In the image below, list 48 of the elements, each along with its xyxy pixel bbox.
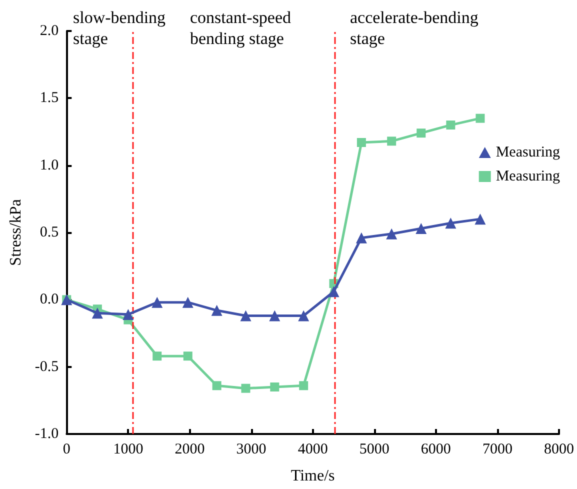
- point: [152, 352, 162, 361]
- x-tick-label: 3000: [236, 442, 266, 458]
- x-tick-label: 8000: [544, 442, 574, 458]
- y-tick-label: -1.0: [34, 426, 59, 442]
- legend-label: Measuring: [496, 168, 560, 184]
- point: [416, 128, 426, 138]
- point: [92, 308, 103, 319]
- y-tick-label: 0.0: [40, 292, 59, 308]
- x-tick-label: 6000: [420, 442, 451, 458]
- point: [356, 138, 366, 147]
- point: [476, 114, 485, 123]
- point: [240, 310, 252, 322]
- point: [416, 222, 427, 234]
- y-tick-label: -0.5: [34, 358, 59, 375]
- annotation: accelerate-bending stage: [350, 8, 479, 48]
- point: [356, 232, 367, 244]
- point: [182, 296, 194, 308]
- x-tick-label: 1000: [113, 442, 144, 458]
- y-axis-title: Stress/kPa: [8, 199, 24, 266]
- x-tick-label: 0: [62, 442, 70, 458]
- x-tick-label: 7000: [482, 442, 512, 458]
- point: [387, 136, 396, 146]
- point: [122, 308, 134, 320]
- point: [446, 120, 456, 130]
- point: [270, 382, 280, 392]
- y-tick-label: 2.0: [40, 23, 59, 39]
- y-tick-label: 1.5: [40, 90, 59, 106]
- annotation: constant-speed bending stage: [190, 8, 292, 48]
- point: [241, 384, 250, 393]
- point: [299, 381, 308, 390]
- point: [298, 310, 310, 322]
- y-tick-label: 1.0: [40, 157, 59, 174]
- point: [211, 304, 222, 316]
- y-tick-label: 0.5: [40, 224, 59, 240]
- legend-label: Measuring: [496, 144, 560, 160]
- point: [328, 286, 340, 298]
- point: [269, 310, 280, 322]
- point: [152, 296, 163, 308]
- point: [183, 352, 192, 361]
- x-tick-label: 2000: [174, 442, 205, 458]
- x-tick-label: 4000: [298, 442, 328, 458]
- x-axis-title: Time/s: [290, 468, 335, 484]
- point: [445, 218, 456, 229]
- annotation: slow-bending stage: [73, 8, 166, 48]
- point: [386, 228, 398, 240]
- point: [212, 381, 222, 390]
- x-tick-label: 5000: [359, 442, 390, 458]
- point: [474, 214, 486, 225]
